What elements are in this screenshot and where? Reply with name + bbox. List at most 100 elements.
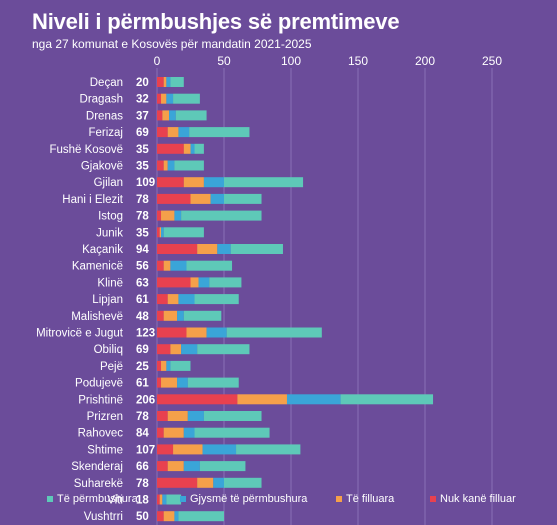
bar-segment bbox=[210, 193, 224, 204]
legend-label: Gjysmë të përmbushura bbox=[190, 493, 308, 505]
bar-segment bbox=[157, 327, 187, 338]
bar-segment bbox=[167, 127, 179, 138]
category-label: Viti bbox=[107, 495, 123, 507]
bar-segment bbox=[183, 310, 222, 321]
bar-segment bbox=[157, 477, 198, 488]
category-label: Kaçanik bbox=[82, 244, 123, 256]
total-label: 61 bbox=[136, 378, 149, 390]
category-label: Obiliq bbox=[94, 344, 123, 356]
bar-segment bbox=[170, 77, 184, 87]
total-label: 35 bbox=[136, 227, 149, 239]
bar-segment bbox=[163, 511, 175, 522]
category-label: Prizren bbox=[87, 411, 123, 423]
total-label: 123 bbox=[136, 328, 155, 340]
bar-segment bbox=[161, 377, 178, 388]
category-label: Lipjan bbox=[92, 294, 123, 306]
bar-segment bbox=[178, 127, 190, 138]
total-label: 206 bbox=[136, 394, 155, 406]
bar-segment bbox=[163, 160, 168, 171]
category-label: Istog bbox=[98, 211, 123, 223]
legend-label: Nuk kanë filluar bbox=[440, 493, 516, 505]
bar-segment bbox=[157, 310, 164, 321]
bar-segment bbox=[157, 444, 174, 455]
bar-segment bbox=[340, 394, 434, 405]
bar-segment bbox=[157, 360, 162, 371]
total-label: 63 bbox=[136, 277, 149, 289]
legend-swatch bbox=[336, 496, 342, 502]
bar-segment bbox=[224, 477, 262, 488]
bar-segment bbox=[157, 227, 160, 238]
bar-segment bbox=[177, 377, 188, 388]
bar-segment bbox=[183, 461, 200, 472]
bar-segment bbox=[157, 110, 163, 121]
legend-swatch bbox=[47, 496, 53, 502]
bar-segment bbox=[175, 110, 207, 121]
category-label: Pejë bbox=[100, 361, 123, 373]
legend-label: Të përmbushura bbox=[57, 493, 138, 505]
x-tick-label: 0 bbox=[154, 54, 161, 68]
bar-segment bbox=[157, 461, 168, 472]
bar-segment bbox=[224, 193, 262, 204]
bar-segment bbox=[167, 294, 179, 305]
total-label: 35 bbox=[136, 161, 149, 173]
bar-segment bbox=[163, 310, 178, 321]
bar-segment bbox=[157, 377, 162, 388]
category-label: Podujevë bbox=[75, 378, 123, 390]
bar-segment bbox=[159, 227, 162, 238]
category-label: Dragash bbox=[80, 94, 123, 106]
category-label: Mitrovicë e Jugut bbox=[36, 328, 124, 340]
total-label: 78 bbox=[136, 478, 149, 490]
category-label: Gjakovë bbox=[81, 161, 123, 173]
bar-segment bbox=[202, 444, 237, 455]
bar-segment bbox=[157, 193, 191, 204]
bar-segment bbox=[194, 427, 270, 438]
bar-segment bbox=[197, 477, 214, 488]
legend-item: Nuk kanë filluar bbox=[430, 493, 516, 505]
bar-segment bbox=[194, 143, 204, 154]
bar-segment bbox=[157, 494, 160, 505]
bar-segment bbox=[157, 143, 184, 154]
bar-segment bbox=[226, 327, 322, 338]
bar-segment bbox=[162, 494, 167, 505]
bar-segment bbox=[197, 244, 218, 254]
bar-segment bbox=[161, 93, 167, 104]
bar-segment bbox=[183, 427, 195, 438]
bar-segment bbox=[167, 461, 184, 472]
category-label: Gjilan bbox=[94, 177, 123, 189]
category-label: Junik bbox=[96, 227, 123, 239]
bar-segment bbox=[174, 511, 179, 522]
bar-segment bbox=[237, 394, 287, 405]
bar-segment bbox=[197, 344, 250, 355]
total-label: 37 bbox=[136, 110, 149, 122]
legend-label: Të filluara bbox=[346, 493, 395, 505]
total-label: 50 bbox=[136, 511, 149, 523]
bar-segment bbox=[166, 77, 171, 87]
x-tick-label: 150 bbox=[348, 54, 368, 68]
legend-item: Gjysmë të përmbushura bbox=[180, 493, 307, 505]
bar-segment bbox=[183, 177, 204, 188]
bar-segment bbox=[157, 294, 168, 305]
bar-segment bbox=[167, 411, 188, 421]
category-label: Deçan bbox=[90, 77, 123, 89]
bar-segment bbox=[169, 110, 176, 121]
bar-segment bbox=[178, 511, 224, 522]
bar-segment bbox=[157, 260, 164, 271]
category-label: Klinë bbox=[97, 277, 123, 289]
bar-segment bbox=[161, 227, 164, 238]
bar-segment bbox=[190, 193, 211, 204]
bar-segment bbox=[186, 327, 207, 338]
bar-segment bbox=[206, 327, 227, 338]
bar-segment bbox=[186, 260, 233, 271]
x-tick-label: 250 bbox=[482, 54, 502, 68]
total-label: 18 bbox=[136, 495, 149, 507]
category-label: Rahovec bbox=[78, 428, 124, 440]
category-label: Suharekë bbox=[74, 478, 123, 490]
bar-segment bbox=[157, 394, 238, 405]
bar-segment bbox=[230, 244, 283, 254]
category-label: Shtime bbox=[87, 444, 123, 456]
total-label: 84 bbox=[136, 428, 149, 440]
bar-segment bbox=[166, 360, 171, 371]
total-label: 69 bbox=[136, 344, 149, 356]
bar-segment bbox=[181, 344, 198, 355]
